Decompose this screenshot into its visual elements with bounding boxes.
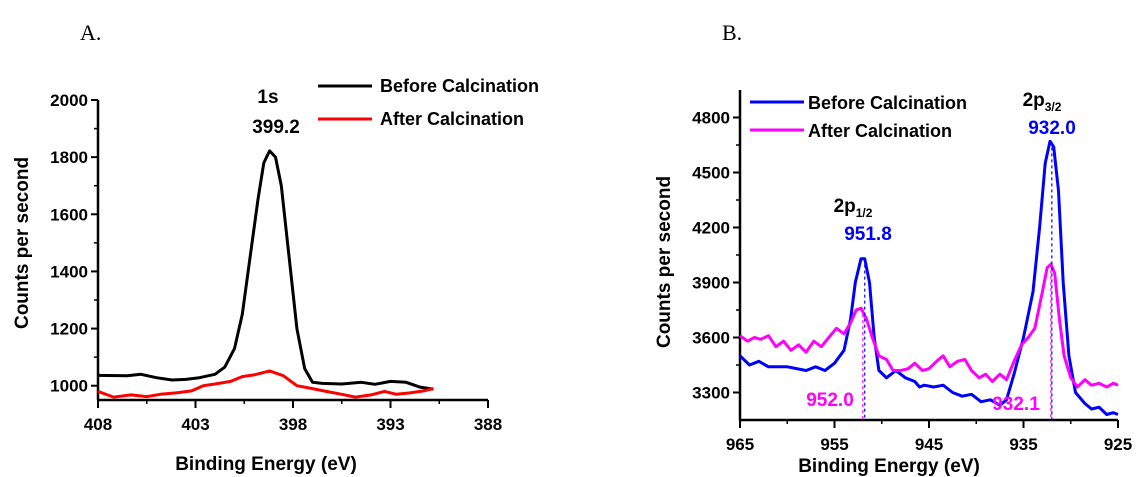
panel-b-peak2-after-value: 932.1 [992, 394, 1040, 415]
b-y-tick-label: 3300 [692, 384, 730, 403]
panel-b-peak2-label: 2p3/2 [1023, 90, 1062, 114]
b-x-tick-label: 925 [1104, 435, 1132, 454]
panel-b-label: B. [722, 20, 742, 45]
a-y-tick-label: 1000 [50, 377, 88, 396]
panel-b-peak1-before-value: 951.8 [844, 224, 892, 245]
panel-b-legend-before: Before Calcination [808, 93, 967, 113]
panel-b-peak2-label-main: 2p [1023, 90, 1045, 111]
panel-a-plot: 1000 1200 1400 1600 1800 2000 408 403 398 393 388 [50, 91, 502, 434]
a-y-tick-label: 1600 [50, 205, 88, 224]
panel-a: A. 1000 1200 1400 1600 1800 2000 408 403 398 393 3… [12, 20, 539, 475]
a-x-tick-label: 388 [474, 415, 502, 434]
a-x-tick-label: 403 [181, 415, 209, 434]
panel-a-peak-value: 399.2 [252, 117, 300, 138]
panel-b-peak1-after-value: 952.0 [806, 390, 854, 411]
b-y-tick-label: 3900 [692, 274, 730, 293]
a-x-tick-label: 393 [376, 415, 404, 434]
a-y-tick-label: 1200 [50, 320, 88, 339]
b-y-tick-label: 3600 [692, 329, 730, 348]
a-series-before-line [97, 149, 434, 391]
b-series-after-line [739, 262, 1119, 389]
b-x-tick-label: 955 [820, 435, 848, 454]
panel-b-xlabel: Binding Energy (eV) [798, 456, 980, 477]
panel-b-ylabel: Counts per second [654, 176, 675, 348]
panel-a-xlabel: Binding Energy (eV) [175, 454, 357, 475]
a-x-tick-label: 408 [84, 415, 112, 434]
a-x-tick-label: 398 [279, 415, 307, 434]
panel-b-peak1-label-main: 2p [834, 196, 856, 217]
panel-b-peak2-label-sub: 3/2 [1045, 100, 1062, 114]
panel-a-legend-before: Before Calcination [380, 76, 539, 96]
a-y-tick-label: 2000 [50, 91, 88, 110]
a-y-tick-label: 1800 [50, 148, 88, 167]
b-y-tick-label: 4200 [692, 219, 730, 238]
panel-b-legend-after: After Calcination [808, 121, 952, 141]
b-y-tick-label: 4500 [692, 164, 730, 183]
b-x-tick-label: 945 [915, 435, 943, 454]
panel-b-peak1-label-sub: 1/2 [856, 206, 873, 220]
panel-b-peak2-before-value: 932.0 [1028, 118, 1076, 139]
b-x-tick-label: 965 [726, 435, 754, 454]
panel-b-plot: 3300 3600 3900 4200 4500 4800 965 955 945 935 925 [692, 90, 1132, 454]
panel-a-label: A. [80, 20, 101, 45]
panel-a-legend-after: After Calcination [380, 109, 524, 129]
b-x-tick-label: 935 [1009, 435, 1037, 454]
panel-b: B. 3300 3600 3900 4200 4500 4800 965 955 945 935 9… [654, 20, 1132, 477]
a-series-after-line [97, 369, 434, 399]
panel-a-peak-label: 1s [257, 87, 278, 108]
b-y-tick-label: 4800 [692, 109, 730, 128]
a-y-tick-label: 1400 [50, 262, 88, 281]
b-series-before-line [738, 139, 1119, 416]
panel-b-peak1-label: 2p1/2 [834, 196, 873, 220]
panel-a-ylabel: Counts per second [12, 157, 33, 329]
